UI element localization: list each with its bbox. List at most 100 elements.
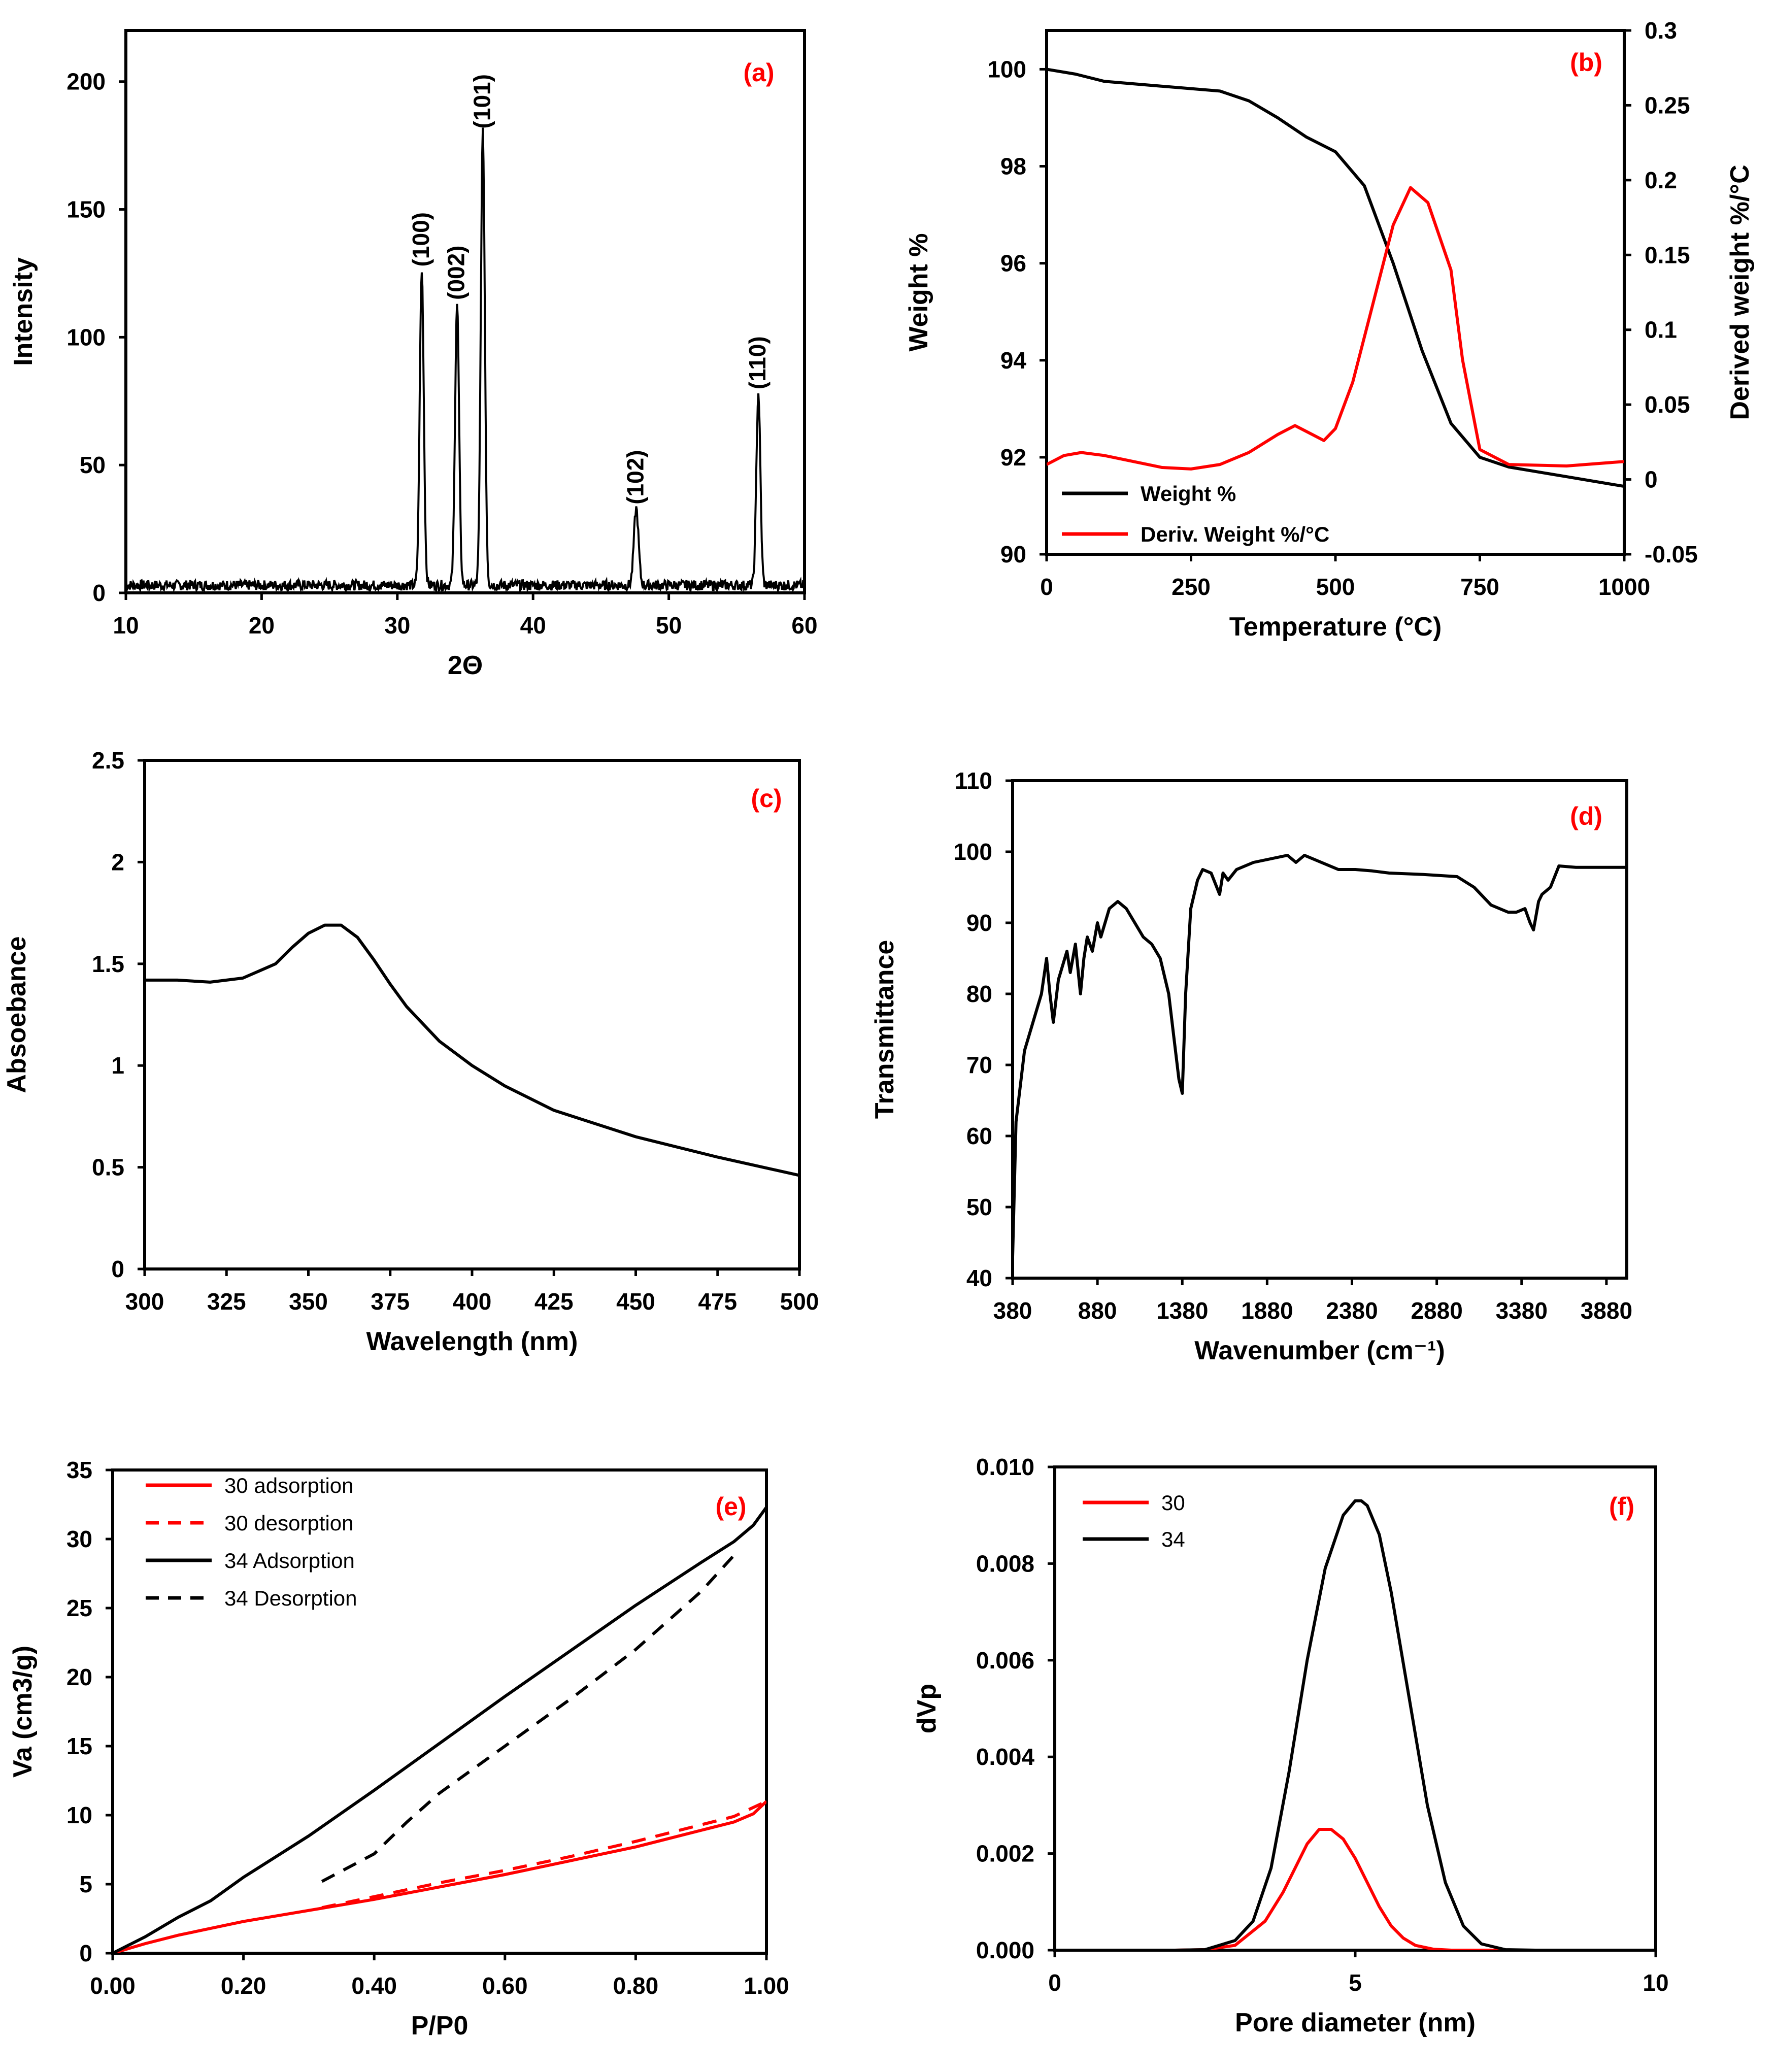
y-tick-label: 70 [966, 1052, 992, 1078]
plot-frame [143, 759, 801, 1271]
x-tick-label: 3380 [1496, 1297, 1548, 1324]
x-axis-label: P/P0 [411, 2011, 468, 2041]
series-line-0 [1013, 854, 1627, 1257]
y2-tick-label: 0 [1645, 466, 1658, 493]
y-tick-label: 98 [1000, 153, 1026, 180]
y-axis-label: Weight % [904, 233, 933, 351]
y-tick-label: 0.002 [976, 1841, 1034, 1867]
y-tick-label: 40 [966, 1265, 992, 1291]
x-tick-label: 450 [616, 1288, 655, 1315]
y2-tick-label: 0.05 [1645, 391, 1690, 418]
x-tick-label: 1380 [1156, 1297, 1208, 1324]
x-tick-label: 0.20 [221, 1973, 266, 1999]
y-tick-label: 90 [966, 910, 992, 936]
legend-label: 30 desorption [224, 1511, 354, 1535]
x-tick-label: 2880 [1411, 1297, 1462, 1324]
peak-label: (102) [622, 450, 648, 504]
y-tick-label: 0.008 [976, 1550, 1034, 1577]
panel-label: (d) [1570, 802, 1602, 830]
y-tick-label: 0 [79, 1940, 92, 1966]
x-tick-label: 30 [384, 612, 410, 639]
y2-tick-label: -0.05 [1645, 541, 1698, 567]
y-tick-label: 200 [66, 69, 106, 95]
panel-e: 0.00 0.20 0.40 0.60 0.80 1.00 0 5 10 15 20 25 30 35 P/… [8, 1457, 789, 2041]
x-tick-label: 0.40 [351, 1973, 397, 1999]
panel-a: 10 20 30 40 50 60 0 50 100 150 200 2Θ Intensity (a) (1… [9, 29, 818, 680]
x-tick-label: 40 [520, 612, 546, 639]
y-axis-label: Absoebance [2, 936, 31, 1093]
x-tick-label: 1.00 [744, 1973, 789, 1999]
legend-label: 30 adsorption [224, 1474, 354, 1497]
x-axis-label: Temperature (°C) [1229, 612, 1442, 642]
series-line-0 [145, 923, 799, 1177]
y2-axis-label: Derived weight %/°C [1725, 164, 1755, 420]
legend-label: 30 [1161, 1491, 1185, 1515]
y-tick-label: 92 [1000, 444, 1026, 471]
peak-label: (100) [408, 212, 434, 266]
y-axis-label: Intensity [9, 257, 38, 366]
plot-frame [1011, 779, 1628, 1280]
peak-label: (110) [744, 336, 771, 389]
x-tick-label: 60 [791, 612, 817, 639]
y-axis-label: dVp [912, 1684, 942, 1733]
y-tick-label: 100 [953, 839, 992, 865]
x-tick-label: 0 [1048, 1969, 1061, 1996]
series-line-2 [113, 1506, 766, 1953]
x-tick-label: 3880 [1581, 1297, 1632, 1324]
x-tick-label: 300 [125, 1288, 164, 1315]
x-tick-label: 5 [1349, 1969, 1362, 1996]
y-tick-label: 25 [66, 1595, 92, 1621]
y-tick-label: 0 [92, 580, 106, 606]
y-axis-label: Va (cm3/g) [8, 1646, 38, 1778]
panel-label: (b) [1570, 48, 1602, 77]
y-tick-label: 1 [111, 1052, 124, 1079]
x-tick-label: 325 [207, 1288, 246, 1315]
y-tick-label: 0.010 [976, 1454, 1034, 1480]
y-tick-label: 0.5 [92, 1154, 124, 1181]
x-tick-label: 10 [1643, 1969, 1668, 1996]
series-line-1 [321, 1800, 766, 1910]
y-tick-label: 80 [966, 981, 992, 1007]
y2-tick-label: 0.2 [1645, 167, 1677, 193]
y-tick-label: 0.006 [976, 1647, 1034, 1674]
panel-d: 380 880 1380 1880 2380 2880 3380 3880 40 50 60 70 80… [870, 767, 1632, 1365]
x-tick-label: 20 [249, 612, 275, 639]
y-tick-label: 96 [1000, 250, 1026, 277]
x-tick-label: 250 [1171, 574, 1211, 600]
y-tick-label: 150 [66, 196, 106, 223]
panel-label: (f) [1609, 1492, 1634, 1521]
y-tick-label: 0.004 [976, 1744, 1035, 1770]
series-line-3 [321, 1554, 735, 1883]
y-tick-label: 94 [1000, 347, 1027, 374]
x-tick-label: 1000 [1598, 574, 1650, 600]
y-tick-label: 90 [1000, 541, 1026, 567]
x-axis-label: Pore diameter (nm) [1235, 2008, 1476, 2037]
y-tick-label: 50 [80, 452, 106, 478]
legend-label: Deriv. Weight %/°C [1141, 522, 1329, 546]
y-tick-label: 15 [66, 1733, 92, 1759]
x-tick-label: 50 [656, 612, 682, 639]
y-tick-label: 2.5 [92, 747, 124, 774]
x-tick-label: 475 [698, 1288, 737, 1315]
series-line-1 [1047, 186, 1624, 471]
y-axis-label: Transmittance [870, 940, 899, 1119]
x-tick-label: 425 [534, 1288, 574, 1315]
panel-c: 300 325 350 375 400 425 450 475 500 0 0.5 1 1.5 2 2.5 W… [2, 747, 819, 1356]
series-line-0 [113, 1800, 766, 1953]
series-line-0 [1047, 68, 1624, 488]
legend-label: 34 Adsorption [224, 1549, 355, 1573]
y-tick-label: 35 [66, 1457, 92, 1483]
legend-label: Weight % [1141, 482, 1236, 506]
x-axis-label: 2Θ [448, 651, 483, 680]
legend-label: 34 [1161, 1527, 1185, 1551]
peak-label: (002) [443, 246, 469, 300]
y-tick-label: 60 [966, 1123, 992, 1149]
y-tick-label: 5 [79, 1871, 92, 1897]
y2-tick-label: 0.25 [1645, 92, 1690, 118]
panel-label: (e) [715, 1492, 746, 1521]
y-tick-label: 110 [955, 767, 992, 794]
plot-frame [1045, 29, 1626, 556]
y-tick-label: 10 [66, 1802, 92, 1828]
x-tick-label: 380 [993, 1297, 1032, 1324]
